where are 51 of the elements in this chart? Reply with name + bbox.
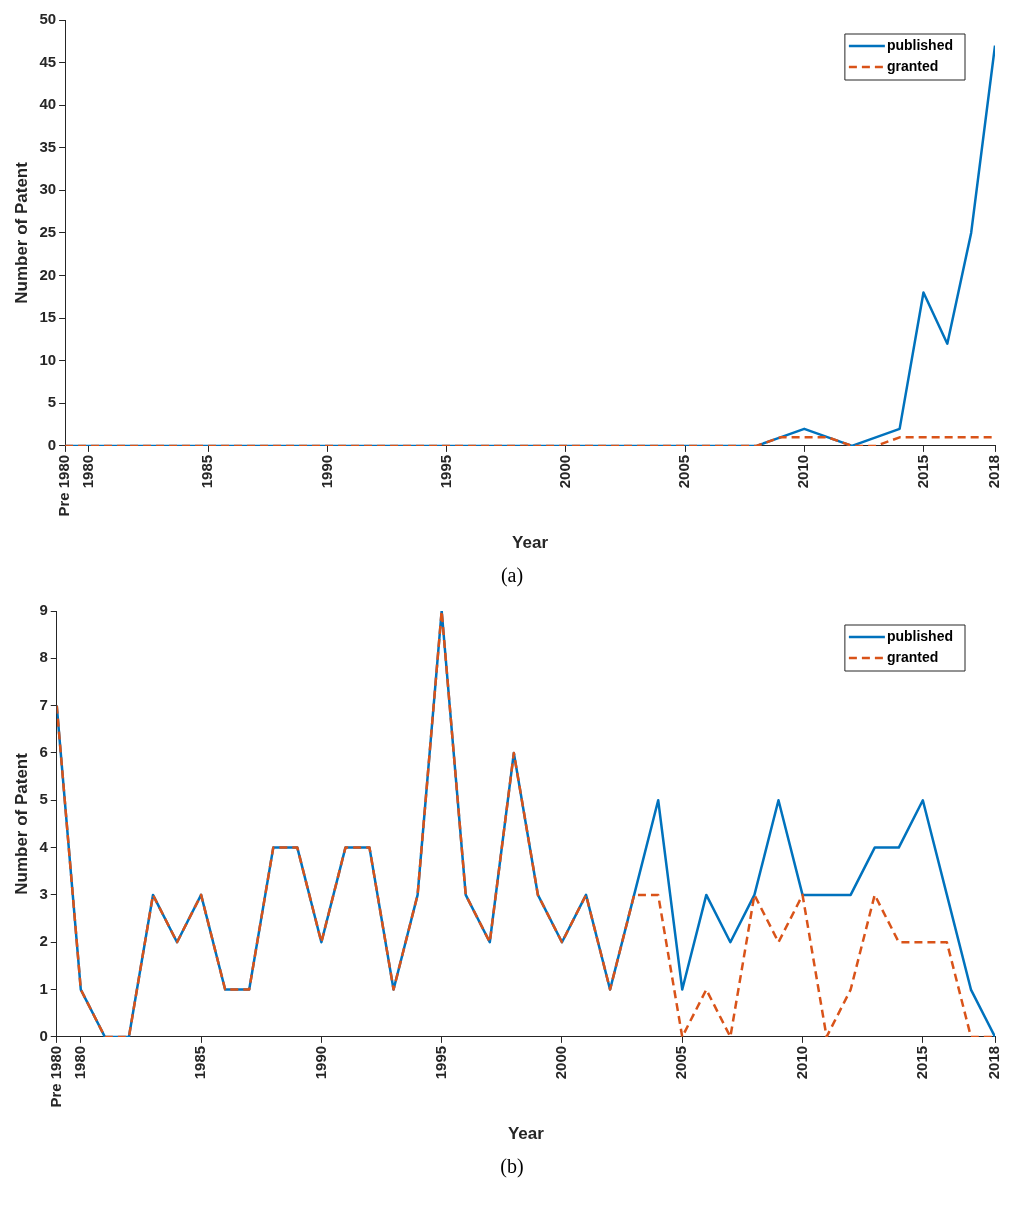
legend-label: published — [886, 627, 954, 644]
x-tick-label: 2005 — [672, 1045, 690, 1080]
legend-label: published — [886, 36, 954, 53]
x-tick-label: 1980 — [79, 454, 97, 489]
y-tick-label: 8 — [39, 648, 48, 666]
y-tick-label: 9 — [39, 601, 48, 619]
x-tick-label: 2005 — [675, 454, 693, 489]
y-tick-label: 4 — [39, 837, 49, 855]
y-tick-label: 15 — [39, 308, 57, 326]
x-tick-label: Pre 1980 — [46, 1045, 64, 1108]
x-tick-label: 2015 — [912, 1045, 930, 1080]
y-tick-label: 5 — [39, 790, 48, 808]
x-tick-label: 2015 — [913, 454, 931, 489]
y-tick-label: 25 — [39, 223, 57, 241]
y-tick-label: 1 — [39, 979, 48, 997]
x-axis-title: Year — [512, 533, 549, 553]
x-tick-label: 1980 — [70, 1045, 88, 1080]
x-tick-label: 1995 — [436, 454, 454, 489]
x-tick-label: Pre 1980 — [55, 454, 73, 517]
y-tick-label: 5 — [47, 393, 57, 411]
y-axis-title: Number of Patent — [11, 752, 31, 895]
x-axis-title: Year — [507, 1124, 545, 1144]
x-tick-label: 1990 — [311, 1045, 329, 1080]
y-tick-label: 35 — [39, 137, 57, 155]
x-tick-label: 1985 — [198, 454, 216, 489]
y-tick-label: 2 — [39, 932, 48, 950]
y-tick-label: 10 — [39, 350, 57, 368]
legend-label: granted — [886, 57, 939, 74]
y-tick-label: 6 — [39, 743, 48, 761]
text: (b) — [499, 1155, 525, 1178]
x-tick-label: 1990 — [317, 454, 335, 489]
y-tick-label: 3 — [39, 885, 48, 903]
y-tick-label: 20 — [39, 265, 57, 283]
x-tick-label: 1995 — [431, 1045, 449, 1080]
x-tick-label: 2010 — [792, 1045, 810, 1080]
y-axis-title: Number of Patent — [11, 161, 31, 304]
y-tick-label: 50 — [39, 10, 57, 28]
x-tick-label: 2018 — [985, 454, 1003, 489]
y-tick-label: 0 — [47, 436, 57, 454]
text: (a) — [499, 564, 525, 587]
x-tick-label: 2010 — [794, 454, 812, 489]
x-tick-label: 2000 — [552, 1045, 570, 1080]
y-tick-label: 7 — [39, 695, 48, 713]
legend-label: granted — [886, 648, 939, 665]
x-tick-label: 2018 — [985, 1045, 1003, 1080]
y-tick-label: 30 — [39, 180, 57, 198]
x-tick-label: 1985 — [191, 1045, 209, 1080]
y-tick-label: 45 — [39, 52, 57, 70]
x-tick-label: 2000 — [555, 454, 573, 489]
y-tick-label: 0 — [39, 1027, 48, 1045]
y-tick-label: 40 — [39, 95, 57, 113]
